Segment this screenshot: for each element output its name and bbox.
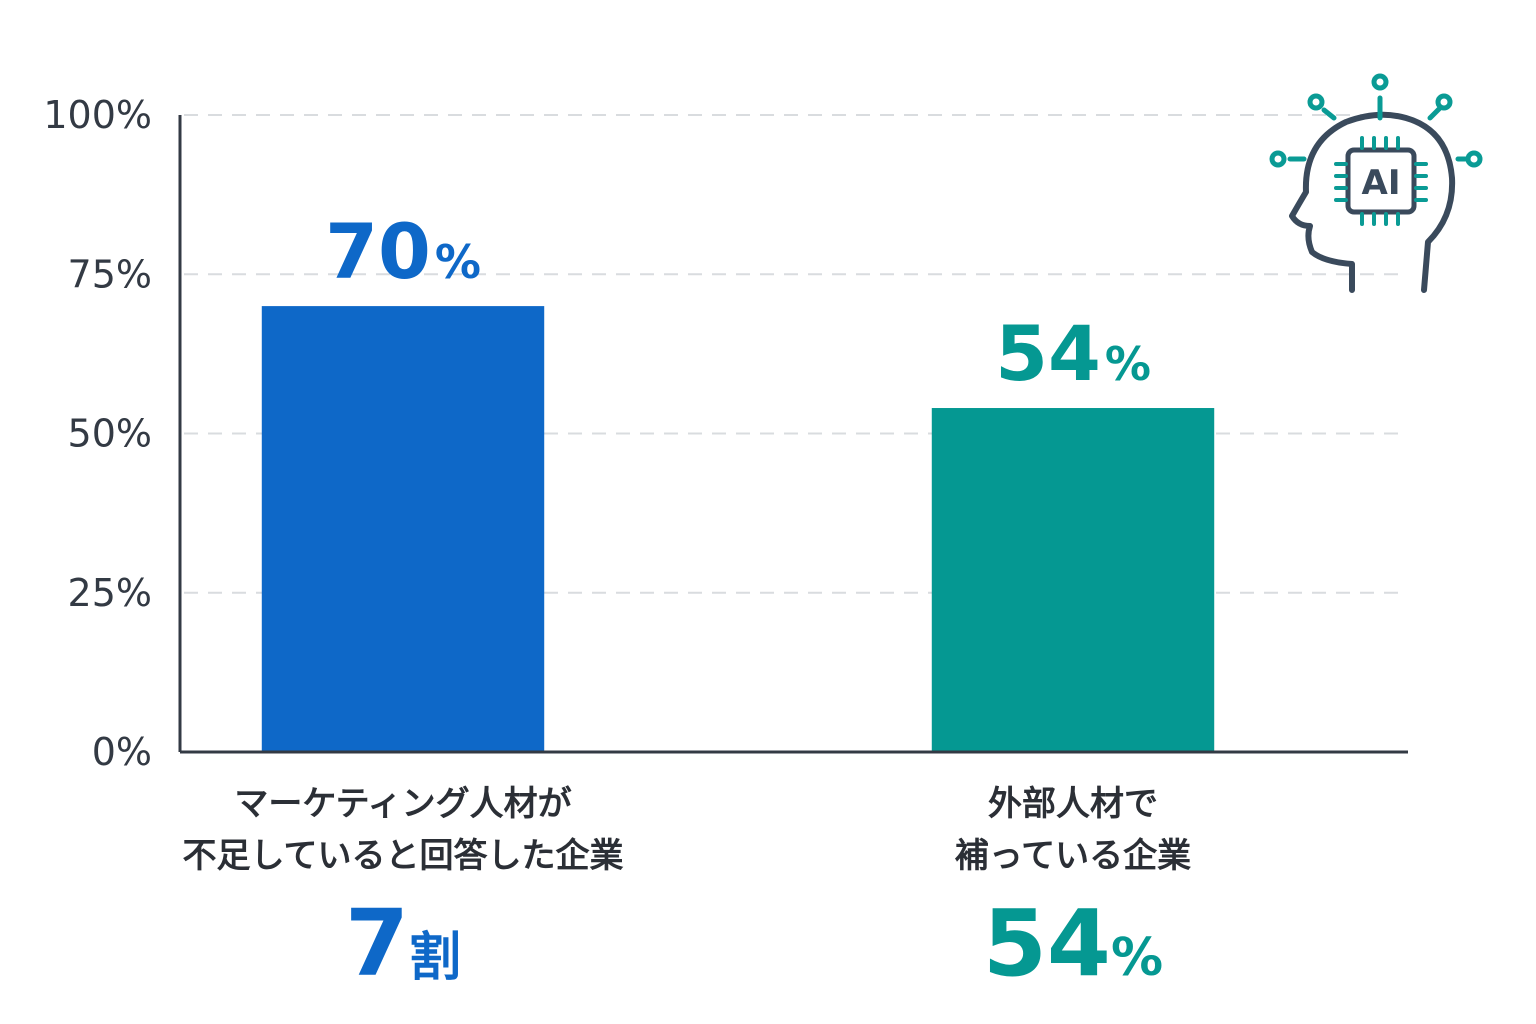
category-label: 外部人材で 補っている企業 [954, 784, 1192, 876]
y-tick-label: 100% [43, 93, 152, 137]
y-tick-label: 0% [92, 730, 152, 774]
bar-value-unit: % [435, 235, 481, 289]
summary-unit: % [1110, 928, 1164, 988]
bar [931, 408, 1215, 752]
bars [261, 306, 1215, 752]
summary-label: 54% [873, 898, 1273, 990]
summary-number: 7 [344, 890, 409, 997]
bar [261, 306, 545, 752]
summary-label: 7割 [203, 898, 603, 990]
chip: AI [1334, 136, 1428, 226]
bar-value-labels: 70%54% [325, 207, 1151, 398]
head-outline [1289, 111, 1456, 293]
bar-value-label: 70% [325, 207, 481, 296]
chip-text: AI [1362, 163, 1401, 203]
summary-number: 54 [982, 890, 1111, 997]
y-tick-label: 75% [68, 252, 152, 296]
category-label: マーケティング人材が 不足していると回答した企業 [182, 784, 624, 876]
y-tick-label: 50% [68, 412, 152, 456]
bar-value-unit: % [1105, 337, 1151, 391]
y-tick-label: 25% [68, 571, 152, 615]
summary-unit: 割 [409, 928, 462, 988]
bar-value-number: 70 [325, 207, 431, 296]
circuit-nodes [1269, 73, 1483, 168]
y-axis-ticks: 0% 25% 50% 75% 100% [43, 93, 152, 774]
bar-value-number: 54 [995, 309, 1101, 398]
bar-value-label: 54% [995, 309, 1151, 398]
ai-head-icon: AI [1269, 73, 1483, 293]
